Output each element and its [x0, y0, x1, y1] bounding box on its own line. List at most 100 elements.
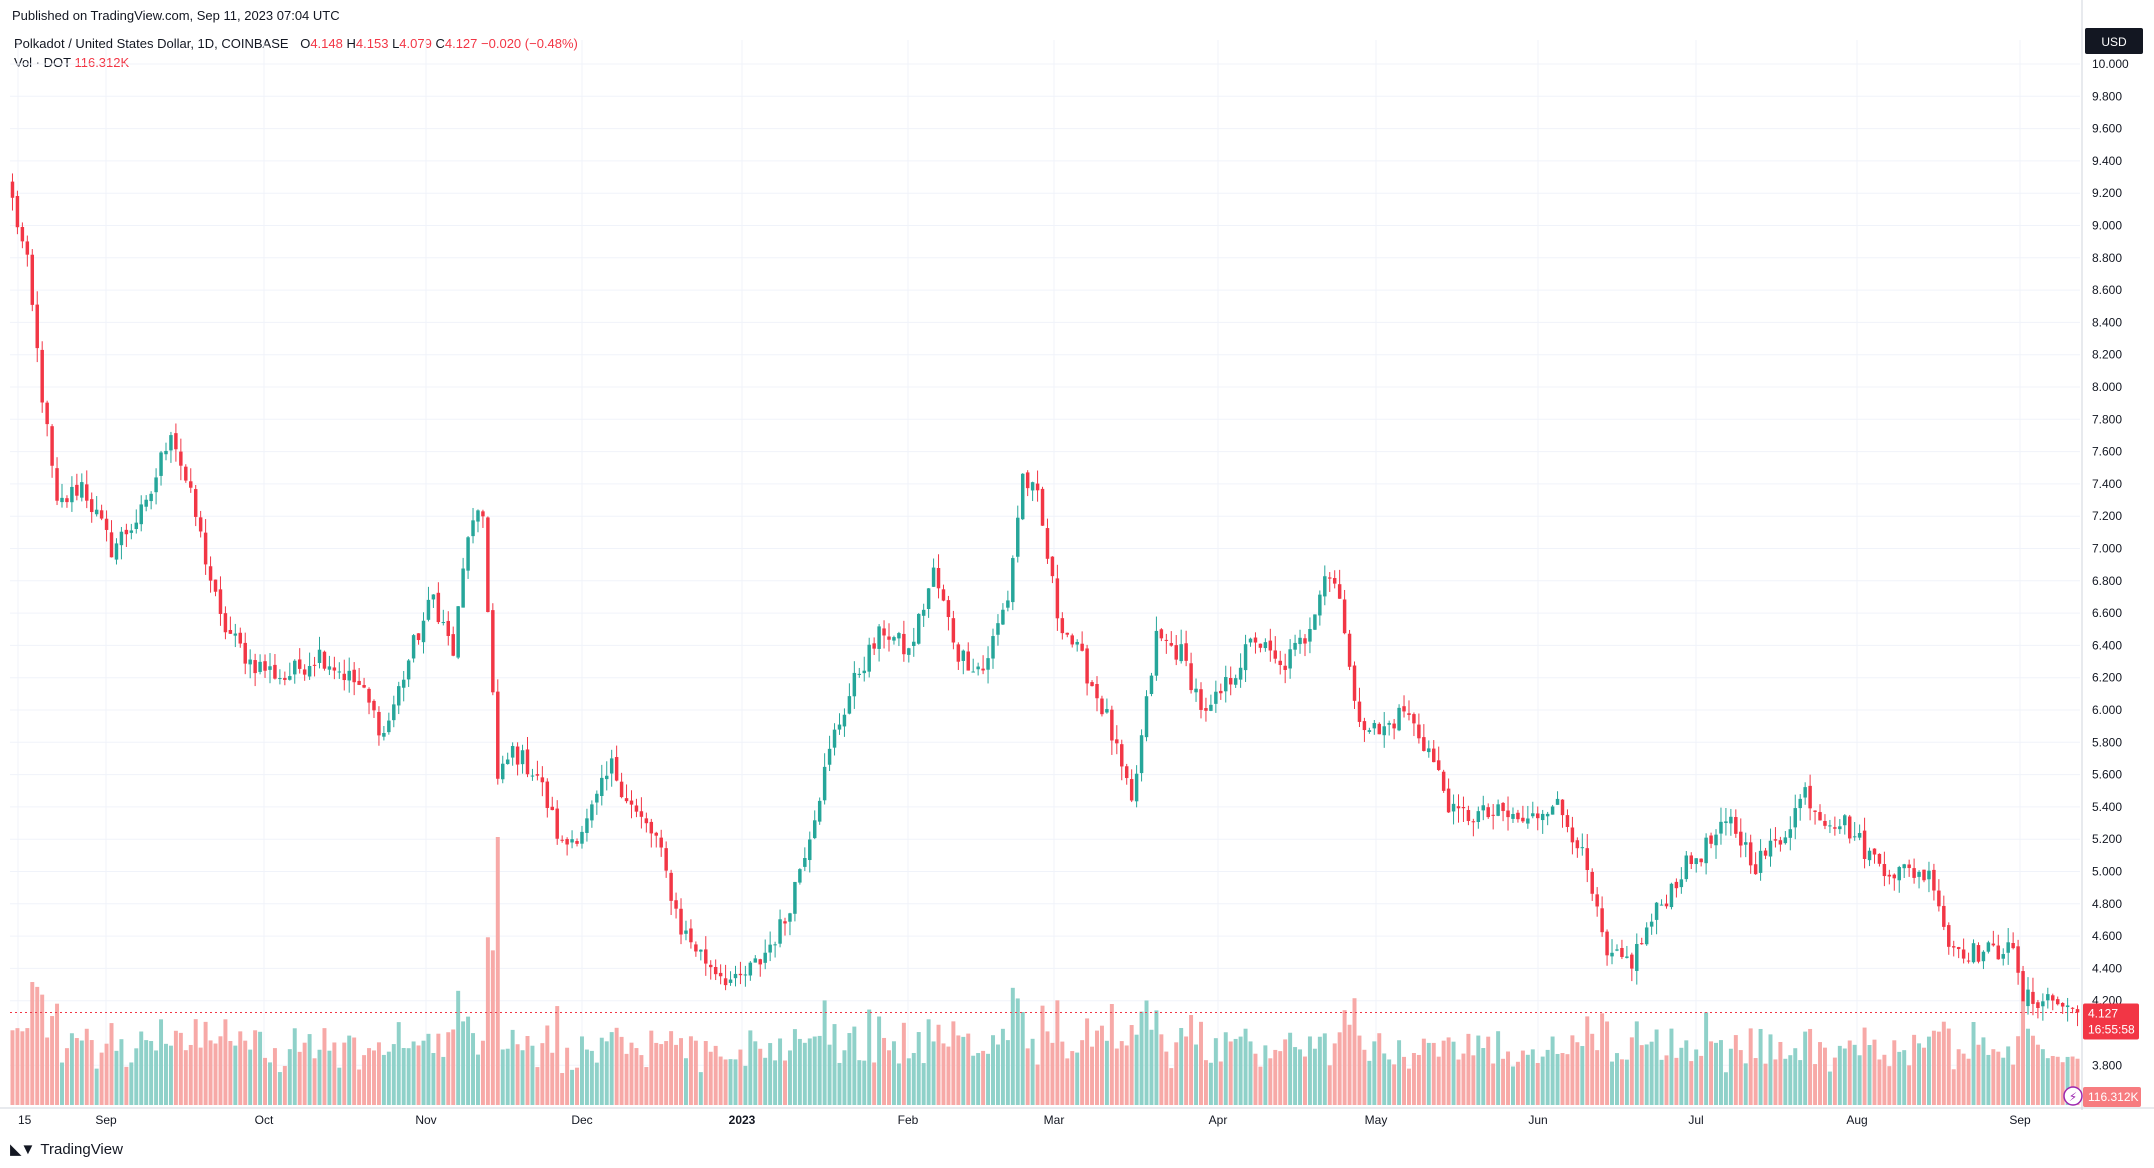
candle-body	[842, 714, 847, 727]
volume-bar	[1248, 1041, 1253, 1105]
candle-body	[1951, 946, 1956, 948]
last-volume-badge[interactable]	[2083, 1087, 2141, 1107]
volume-bar	[778, 1038, 783, 1105]
candle-body	[1843, 815, 1847, 826]
volume-bar	[2035, 1044, 2040, 1105]
candle-body	[679, 908, 683, 935]
candle-body	[1511, 814, 1515, 819]
volume-bar	[1159, 1034, 1164, 1105]
currency-badge[interactable]	[2085, 28, 2143, 54]
candle-body	[1417, 724, 1421, 739]
candle-body	[827, 748, 832, 765]
candle-body	[1803, 787, 1807, 798]
volume-bar	[1580, 1046, 1585, 1105]
candle-body	[1788, 829, 1793, 838]
candle-body	[496, 691, 500, 779]
volume-bar	[1857, 1055, 1862, 1105]
candle-body	[1516, 812, 1520, 820]
candle-body	[867, 644, 871, 672]
candle-body	[1441, 771, 1446, 791]
candle-body	[946, 600, 951, 618]
candle-body	[1243, 644, 1248, 671]
candle-body	[1115, 739, 1119, 744]
volume-bar	[718, 1056, 723, 1105]
candle-body	[1050, 556, 1055, 577]
volume-bar	[99, 1052, 104, 1105]
candle-body	[1025, 472, 1030, 489]
candle-body	[1070, 635, 1074, 645]
volume-bar	[792, 1029, 797, 1105]
brand-label: TradingView	[40, 1140, 123, 1158]
symbol-label[interactable]: Polkadot / United States Dollar, 1D, COI…	[14, 36, 289, 51]
candle-body	[1758, 850, 1763, 873]
candle-body	[1120, 744, 1124, 767]
volume-bar	[604, 1041, 609, 1105]
candle-body	[1630, 954, 1634, 969]
volume-bar	[1208, 1062, 1213, 1105]
volume-bar	[674, 1044, 679, 1105]
volume-bar	[198, 1047, 203, 1105]
volume-bar	[1530, 1049, 1535, 1105]
volume-bar	[1327, 1065, 1332, 1105]
volume-bar	[104, 1043, 109, 1105]
candle-body	[327, 666, 332, 670]
volume-bar	[768, 1043, 773, 1105]
volume-bar	[446, 1032, 451, 1105]
candle-body	[65, 498, 69, 503]
candle-body	[1585, 848, 1589, 871]
tradingview-brand[interactable]: ◣▼ TradingView	[10, 1140, 123, 1159]
volume-bar	[525, 1036, 530, 1105]
volume-bar	[1273, 1049, 1278, 1105]
candle-body	[1600, 908, 1604, 933]
candle-body	[808, 839, 812, 861]
last-price-badge[interactable]	[2083, 1003, 2139, 1040]
candle-body	[1659, 904, 1664, 906]
x-tick-label: Mar	[1044, 1113, 1065, 1127]
candle-body	[1189, 663, 1193, 691]
candle-body	[1922, 869, 1926, 881]
volume-bar	[193, 1019, 198, 1105]
candle-body	[134, 522, 139, 529]
candle-body	[520, 750, 525, 765]
candle-body	[1347, 633, 1352, 667]
volume-bar	[1491, 1063, 1496, 1105]
candle-body	[1872, 848, 1877, 855]
candle-body	[585, 818, 589, 833]
candle-body	[1392, 723, 1396, 729]
volume-bar	[832, 1024, 837, 1105]
candle-body	[1332, 578, 1337, 584]
candle-body	[515, 746, 520, 765]
y-tick-label: 9.800	[2092, 89, 2122, 103]
candle-body	[268, 666, 272, 670]
volume-bar	[773, 1060, 778, 1105]
volume-bar	[129, 1062, 134, 1105]
volume-bar	[1481, 1048, 1486, 1105]
volume-bar	[1555, 1053, 1560, 1105]
volume-bar	[1372, 1041, 1377, 1105]
candle-body	[1006, 600, 1010, 608]
volume-bar	[475, 1054, 480, 1105]
y-tick-label: 5.000	[2092, 865, 2122, 879]
volume-bar	[1872, 1039, 1877, 1105]
candle-body	[1476, 811, 1481, 822]
volume-bar	[1352, 998, 1357, 1105]
volume-bar	[1926, 1036, 1931, 1105]
volume-bar	[1624, 1059, 1629, 1105]
candle-body	[1199, 689, 1203, 710]
candle-body	[189, 481, 193, 488]
x-tick-label: 2023	[729, 1113, 756, 1127]
candle-body	[728, 979, 733, 983]
volume-bar	[1119, 1041, 1124, 1105]
volume-bar	[713, 1045, 718, 1105]
volume-bar	[441, 1056, 446, 1105]
volume-bar	[386, 1051, 391, 1105]
candle-body	[35, 304, 39, 349]
y-tick-label: 5.200	[2092, 832, 2122, 846]
candle-body	[1342, 599, 1347, 634]
volume-bar	[1065, 1058, 1070, 1105]
candle-body	[481, 511, 485, 517]
volume-bar	[906, 1058, 911, 1105]
alert-icon[interactable]	[2063, 1086, 2083, 1106]
candle-body	[897, 633, 901, 639]
